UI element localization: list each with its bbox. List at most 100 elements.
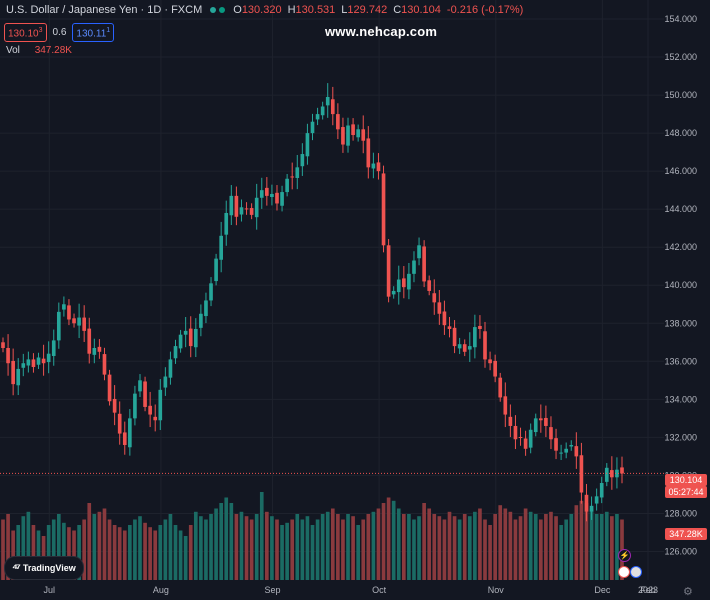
candle-body <box>483 331 487 360</box>
gear-icon[interactable]: ⚙ <box>683 586 693 598</box>
volume-bar <box>533 514 538 580</box>
time-tick-label: Dec <box>594 585 611 595</box>
candle-body <box>244 208 249 210</box>
lightning-icon[interactable]: ⚡ <box>618 549 631 562</box>
candle-body <box>51 340 56 356</box>
symbol-title[interactable]: U.S. Dollar / Japanese Yen · 1D · FXCM <box>6 4 203 16</box>
candle-body <box>554 438 558 451</box>
volume-bar <box>67 527 71 580</box>
candle-body <box>402 278 406 288</box>
price-tick-label: 152.000 <box>664 52 697 62</box>
volume-bar <box>615 514 619 580</box>
volume-bar <box>117 527 122 580</box>
volume-bar <box>168 514 173 580</box>
volume-bar <box>82 519 87 580</box>
candle-body <box>615 469 619 478</box>
volume-badge: 347.28K <box>665 528 707 540</box>
candle-body <box>290 176 295 178</box>
candle-body <box>503 396 508 415</box>
ohlc-close: C130.104 <box>393 4 441 16</box>
candle-body <box>432 293 437 303</box>
candle-body <box>518 436 523 438</box>
candle-body <box>549 427 553 440</box>
volume-bar <box>229 503 234 580</box>
candle-body <box>544 417 548 426</box>
candle-body <box>239 207 244 215</box>
time-tick-label: Aug <box>153 585 169 595</box>
volume-bar <box>361 519 366 580</box>
candle-body <box>391 290 396 295</box>
candle-body <box>158 389 163 421</box>
candle-body <box>67 305 71 320</box>
candle-body <box>41 358 46 364</box>
volume-bar <box>280 525 284 580</box>
volume-bar <box>417 516 421 580</box>
price-tick-label: 126.000 <box>664 546 697 556</box>
price-tick-label: 138.000 <box>664 318 697 328</box>
volume-bar <box>239 511 244 580</box>
volume-bar <box>599 514 604 580</box>
volume-bar <box>493 514 497 580</box>
volume-bar <box>391 500 396 580</box>
candle-body <box>564 448 569 453</box>
candle-body <box>528 429 533 448</box>
candle-body <box>422 246 426 282</box>
volume-bar <box>244 516 249 580</box>
candle-body <box>341 127 345 145</box>
buy-button[interactable]: 130.111 <box>72 23 115 43</box>
volume-bar <box>483 519 487 580</box>
volume-bars <box>1 492 624 580</box>
volume-bar <box>26 511 31 580</box>
candle-body <box>249 208 254 215</box>
candle-body <box>270 193 274 198</box>
ohlc-open: O130.320 <box>233 4 282 16</box>
volume-bar <box>432 514 437 580</box>
volume-bar <box>31 525 36 580</box>
price-tick-label: 140.000 <box>664 280 697 290</box>
candle-body <box>77 317 81 326</box>
candle-body <box>442 311 447 326</box>
candle-body <box>153 416 158 421</box>
volume-bar <box>315 519 320 580</box>
volume-bar <box>138 516 142 580</box>
candle-body <box>31 359 36 368</box>
candle-body <box>559 452 563 454</box>
tradingview-logo[interactable]: ⁴⁷ TradingView <box>4 556 84 580</box>
candle-body <box>462 344 467 352</box>
price-tick-label: 142.000 <box>664 242 697 252</box>
candle-body <box>234 195 239 217</box>
candle-body <box>188 328 193 347</box>
candle-body <box>579 455 584 493</box>
candle-body <box>254 197 259 218</box>
volume-bar <box>402 514 406 580</box>
candle-body <box>112 398 117 413</box>
volume-bar <box>173 525 178 580</box>
volume-bar <box>574 505 579 580</box>
flag-icon[interactable] <box>618 566 630 578</box>
flag-icon[interactable] <box>630 566 642 578</box>
volume-bar <box>62 522 66 580</box>
time-tick-label: Jul <box>44 585 56 595</box>
price-tick-label: 154.000 <box>664 14 697 24</box>
candle-body <box>513 425 518 440</box>
candle-body <box>574 446 579 457</box>
volume-bar <box>508 511 513 580</box>
volume-bar <box>559 525 563 580</box>
volume-bar <box>193 511 198 580</box>
volume-bar <box>320 514 325 580</box>
candle-body <box>275 192 279 204</box>
volume-bar <box>356 525 360 580</box>
candle-body <box>396 279 401 293</box>
volume-bar <box>341 519 345 580</box>
candle-body <box>427 280 432 291</box>
candle-body <box>219 235 223 260</box>
volume-bar <box>467 516 472 580</box>
volume-label[interactable]: Vol <box>6 45 20 56</box>
volume-bar <box>498 505 503 580</box>
volume-bar <box>199 516 203 580</box>
volume-bar <box>513 519 518 580</box>
volume-bar <box>442 519 447 580</box>
sell-button[interactable]: 130.103 <box>4 23 47 43</box>
